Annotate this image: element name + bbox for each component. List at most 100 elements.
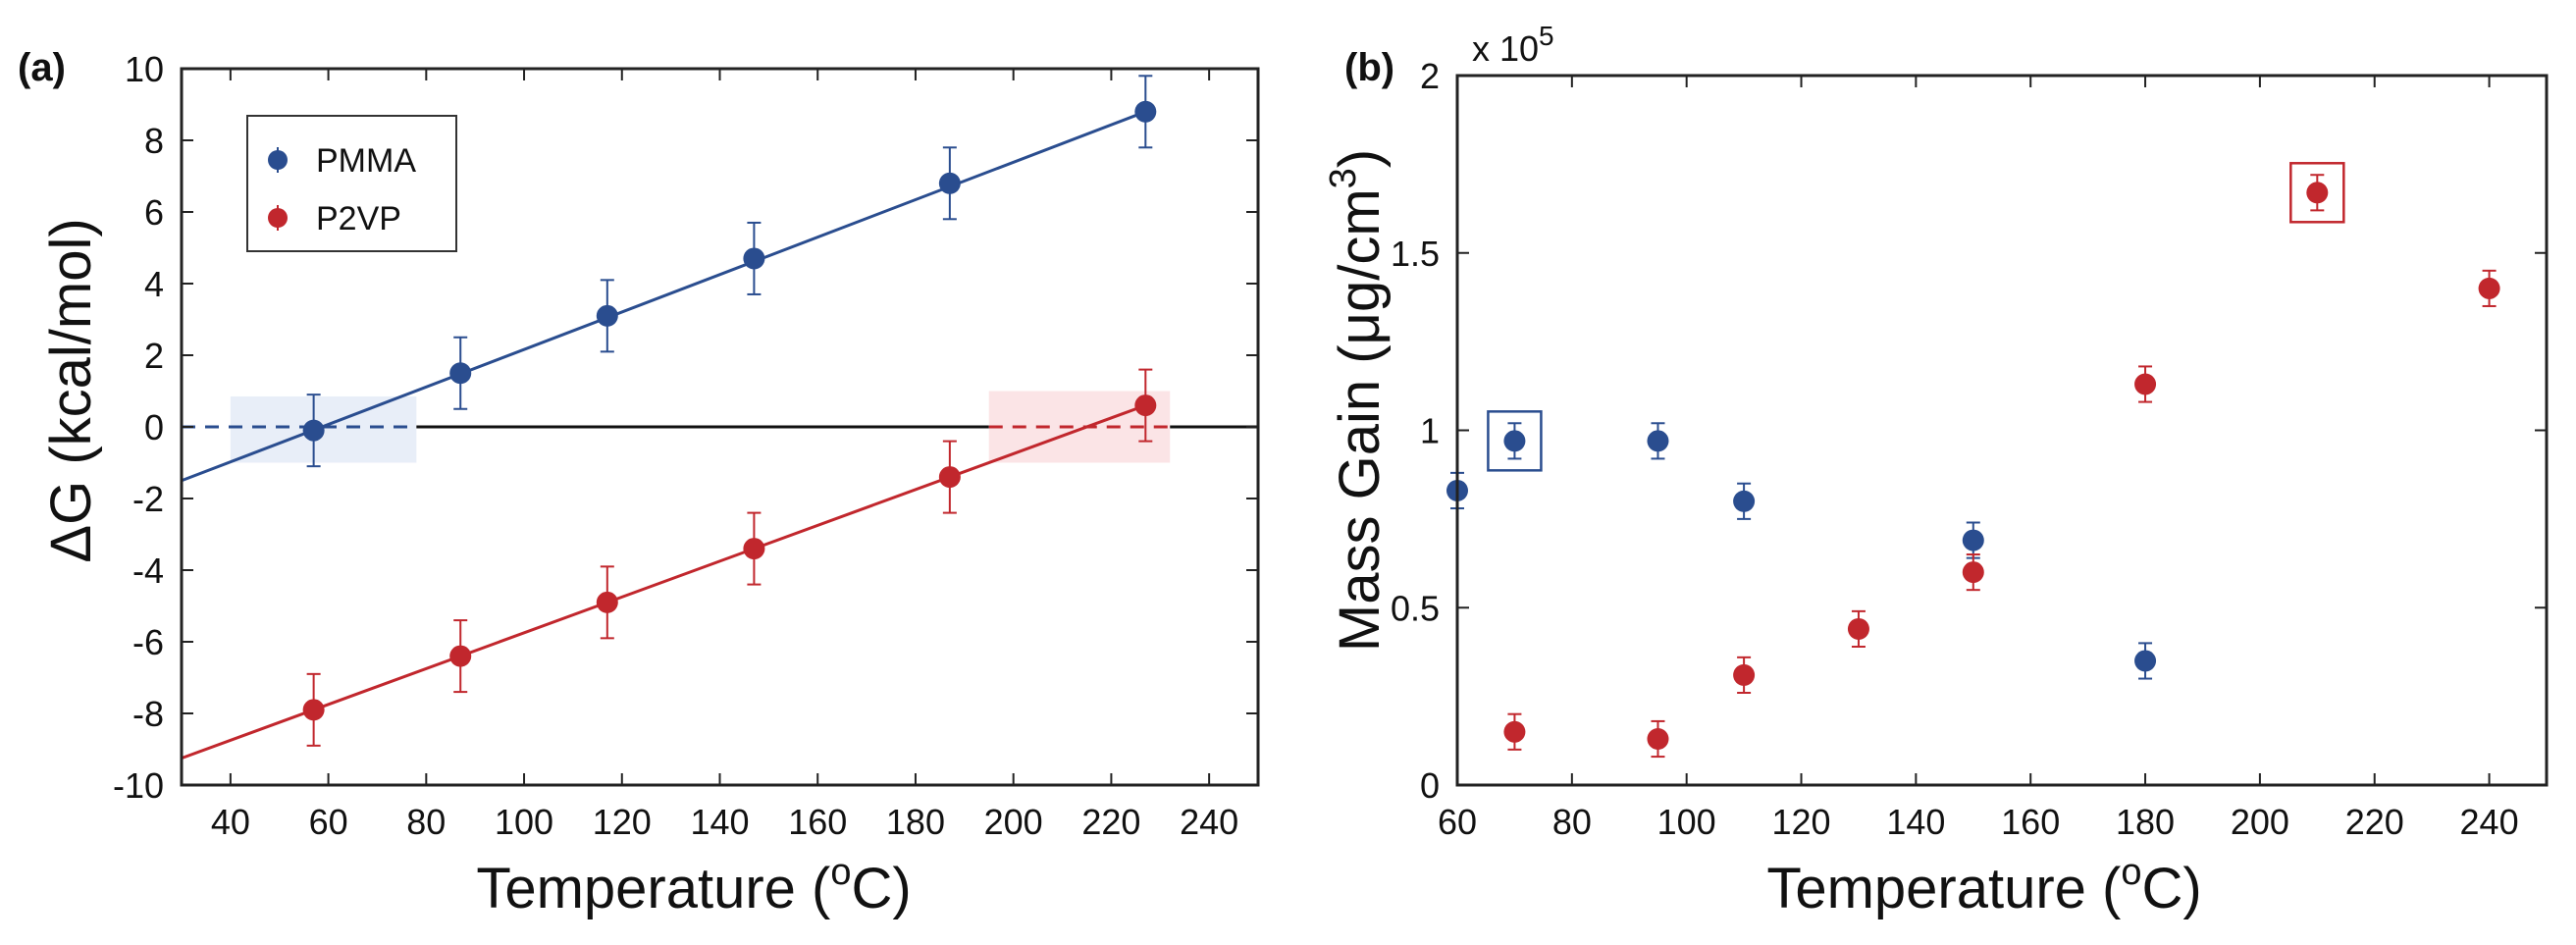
point-a-pmma-2-marker — [596, 304, 618, 327]
point-a-p2vp-0 — [302, 672, 325, 747]
panel-b-axes-frame — [1455, 74, 2549, 787]
panel-a-y-tick-label--4: -4 — [132, 551, 164, 591]
panel-b-y-tick-label-1-5: 1.5 — [1391, 234, 1440, 274]
panel-b-label: (b) — [1344, 46, 1394, 89]
panel-b-x-tick-label-220: 220 — [2345, 802, 2404, 842]
panel-a-x-axis-label: Temperature (oC) — [476, 852, 911, 920]
point-b-pmma-2-marker — [1647, 430, 1669, 452]
legend-entry-pmma: PMMA — [268, 142, 416, 180]
panel-a-x-tick-label-140: 140 — [690, 802, 749, 842]
panel-b-data-points — [1446, 174, 2500, 759]
panel-a-y-axis-label: ΔG (kcal/mol) — [39, 218, 103, 562]
point-b-p2vp-2 — [1733, 656, 1756, 695]
panel-a-y-tick-label-0: 0 — [144, 407, 164, 447]
highlight-box-p2vp — [2289, 162, 2345, 224]
legend-marker-p2vp — [268, 208, 288, 228]
point-b-pmma-5 — [2134, 642, 2157, 680]
panel-b-y-axis-label: Mass Gain (μg/cm3) — [1323, 149, 1392, 652]
panel-b-y-tick-label-2: 2 — [1420, 56, 1440, 96]
point-b-p2vp-0-marker — [1503, 720, 1526, 743]
panel-a-x-tick-label-60: 60 — [309, 802, 348, 842]
panel-a-x-tick-label-160: 160 — [788, 802, 847, 842]
panel-a-y-ticks: -10 -8 -6 -4 -2 0 2 4 6 8 10 — [113, 49, 1258, 806]
point-a-p2vp-3-marker — [743, 538, 765, 560]
point-a-p2vp-3 — [743, 511, 765, 586]
point-b-p2vp-1 — [1647, 719, 1669, 759]
point-a-pmma-3-marker — [743, 247, 765, 270]
point-a-p2vp-5 — [1134, 368, 1157, 443]
point-b-p2vp-4 — [1962, 553, 1984, 592]
point-a-pmma-2 — [596, 279, 618, 353]
panel-b-y-tick-label-0: 0 — [1420, 765, 1440, 806]
point-b-pmma-2 — [1647, 422, 1669, 460]
point-a-p2vp-0-marker — [302, 699, 325, 721]
point-a-pmma-0-marker — [302, 419, 325, 442]
panel-a-x-tick-label-80: 80 — [406, 802, 446, 842]
panel-a-y-tick-label--10: -10 — [113, 765, 164, 806]
panel-a-y-tick-label-6: 6 — [144, 192, 164, 233]
panel-b-y-tick-label-0-5: 0.5 — [1391, 588, 1440, 628]
point-a-pmma-3 — [743, 221, 765, 295]
panel-b-y-ticks: 0 0.5 1 1.5 2 — [1391, 56, 2547, 806]
point-a-p2vp-2-marker — [596, 591, 618, 613]
point-b-pmma-4-marker — [1962, 529, 1984, 551]
panel-b-x-tick-label-160: 160 — [2001, 802, 2060, 842]
point-b-p2vp-1-marker — [1647, 728, 1669, 751]
panel-b-x-tick-label-240: 240 — [2460, 802, 2519, 842]
point-a-pmma-0 — [302, 394, 325, 468]
panel-b-x-tick-label-140: 140 — [1886, 802, 1945, 842]
panel-a-data-points — [302, 75, 1157, 747]
panel-a-x-tick-label-180: 180 — [886, 802, 945, 842]
panel-a-fit-lines — [181, 110, 1171, 761]
panel-a: (a) 40 60 80 100 120 140 160 180 200 220 240 -10-8… — [18, 46, 1260, 920]
panel-a-y-tick-label-2: 2 — [144, 336, 164, 376]
point-b-p2vp-0 — [1503, 712, 1526, 751]
point-a-p2vp-2 — [596, 565, 618, 640]
panel-a-x-tick-label-240: 240 — [1180, 802, 1238, 842]
panel-b-x-ticks: 60 80 100 120 140 160 180 200 220 240 — [1438, 76, 2519, 842]
legend-label-p2vp: P2VP — [316, 200, 401, 237]
point-b-pmma-4 — [1962, 521, 1984, 559]
panel-a-x-tick-label-220: 220 — [1081, 802, 1140, 842]
panel-b-x-tick-label-60: 60 — [1438, 802, 1477, 842]
panel-a-y-tick-label-8: 8 — [144, 121, 164, 161]
point-a-pmma-4-marker — [938, 172, 961, 194]
panel-b-x-tick-label-180: 180 — [2116, 802, 2175, 842]
fit-line-p2vp — [181, 403, 1146, 761]
panel-a-x-tick-label-100: 100 — [495, 802, 553, 842]
legend-box — [246, 115, 457, 252]
panel-a-y-tick-label-4: 4 — [144, 264, 164, 304]
panel-a-y-tick-label--2: -2 — [132, 479, 164, 519]
point-b-p2vp-5 — [2134, 365, 2157, 403]
point-a-pmma-5 — [1134, 75, 1157, 149]
point-b-pmma-3-marker — [1733, 490, 1756, 512]
point-a-p2vp-4-marker — [938, 466, 961, 489]
fit-line-pmma — [181, 110, 1146, 483]
legend-entry-p2vp: P2VP — [268, 200, 401, 237]
panel-b-x-tick-label-120: 120 — [1771, 802, 1830, 842]
point-b-p2vp-7-marker — [2478, 277, 2500, 299]
highlight-box-pmma — [1487, 410, 1543, 472]
point-b-pmma-1-marker — [1503, 430, 1526, 452]
point-b-p2vp-3-marker — [1847, 617, 1869, 640]
panel-a-y-tick-label-10: 10 — [125, 49, 164, 89]
point-b-p2vp-7 — [2478, 269, 2500, 307]
point-a-pmma-1 — [449, 336, 472, 410]
panel-b-x-tick-label-80: 80 — [1552, 802, 1592, 842]
panel-a-x-ticks: 40 60 80 100 120 140 160 180 200 220 240 — [211, 69, 1238, 842]
point-b-p2vp-3 — [1847, 609, 1869, 649]
point-b-p2vp-4-marker — [1962, 561, 1984, 584]
point-b-p2vp-6 — [2306, 174, 2329, 212]
panel-b-x-tick-label-100: 100 — [1657, 802, 1716, 842]
legend-label-pmma: PMMA — [316, 142, 416, 180]
panel-a-legend: PMMA P2VP — [246, 115, 457, 252]
point-a-pmma-4 — [938, 146, 961, 221]
point-a-pmma-5-marker — [1134, 100, 1157, 123]
point-a-pmma-1-marker — [449, 362, 472, 385]
panel-b-highlight-boxes — [1487, 162, 2345, 472]
point-a-p2vp-1 — [449, 619, 472, 694]
panel-a-x-tick-label-40: 40 — [211, 802, 250, 842]
point-b-pmma-1 — [1503, 422, 1526, 460]
point-a-p2vp-5-marker — [1134, 394, 1157, 417]
